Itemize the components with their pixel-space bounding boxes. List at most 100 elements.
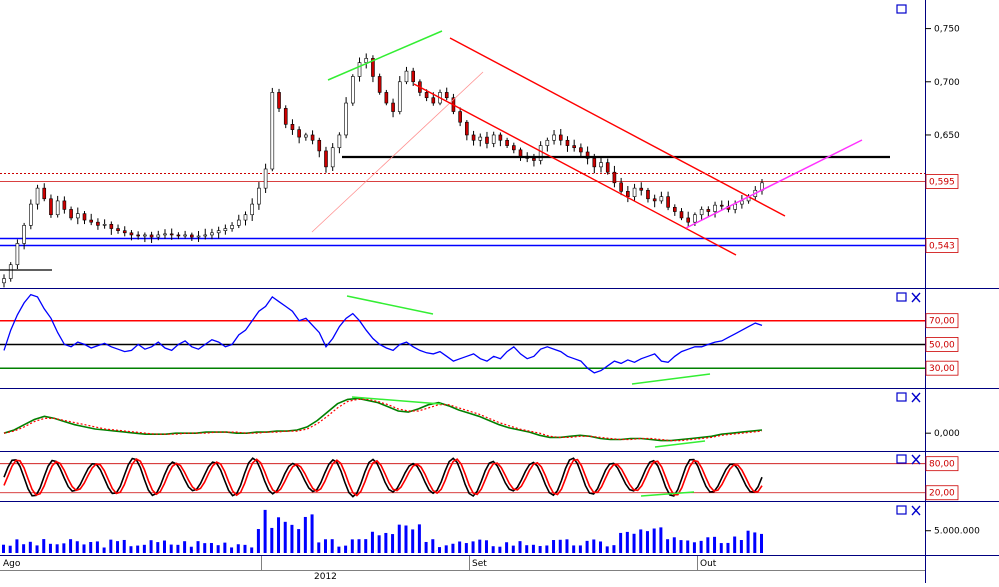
candle-body-72 <box>485 136 489 144</box>
candle-body-29 <box>196 235 201 238</box>
volume-bar-109 <box>733 536 737 553</box>
volume-bar-16 <box>109 539 113 553</box>
volume-bar-110 <box>739 540 743 553</box>
channel-upper <box>449 37 786 217</box>
volume-bar-82 <box>552 540 556 553</box>
maximize-icon[interactable] <box>896 505 907 515</box>
rsi-level-box-0 <box>925 313 959 329</box>
x-label-out: Out <box>700 559 717 569</box>
volume-bar-58 <box>391 534 395 553</box>
candle-body-24 <box>163 233 167 236</box>
volume-bar-10 <box>69 539 73 553</box>
candle-body-71 <box>478 136 483 141</box>
macd-tick-label-0: 0,000 <box>934 429 960 439</box>
volume-bar-77 <box>518 541 522 553</box>
candle-body-11 <box>75 213 80 219</box>
price-marker-label-1: 0,543 <box>929 242 955 252</box>
price-tick-label-1: 0,700 <box>934 78 960 88</box>
volume-bar-56 <box>377 535 381 553</box>
candle-body-76 <box>512 145 516 151</box>
volume-bar-85 <box>572 545 576 553</box>
candle-body-91 <box>612 171 617 184</box>
volume-bar-99 <box>666 539 670 553</box>
volume-bar-83 <box>558 539 562 553</box>
volume-bar-65 <box>438 547 442 553</box>
maximize-icon[interactable] <box>896 454 907 464</box>
candle-body-68 <box>458 111 462 123</box>
candle-body-48 <box>324 150 328 168</box>
close-icon[interactable] <box>911 392 921 403</box>
volume-bar-3 <box>22 544 26 553</box>
volume-bar-80 <box>538 546 542 553</box>
maximize-icon[interactable] <box>896 392 907 402</box>
volume-bar-48 <box>323 539 327 553</box>
candle-body-36 <box>243 214 248 221</box>
volume-bar-7 <box>48 543 52 553</box>
volume-bar-107 <box>719 543 723 553</box>
volume-bar-6 <box>42 539 46 553</box>
volume-bar-71 <box>478 539 482 553</box>
candle-body-3 <box>22 225 26 244</box>
price-tick-label-2: 0,650 <box>934 131 960 141</box>
rsi-level-box-1 <box>925 337 959 352</box>
macd-divergence-bottom <box>654 440 706 448</box>
maximize-icon[interactable] <box>896 292 907 302</box>
volume-bar-12 <box>82 544 86 553</box>
candle-body-5 <box>35 187 40 205</box>
rsi-level-box-2 <box>925 360 959 376</box>
volume-tick-label-0: 5.000.000 <box>934 527 980 537</box>
volume-bar-97 <box>652 528 656 553</box>
candle-body-20 <box>136 234 140 237</box>
close-icon[interactable] <box>911 505 921 516</box>
candle-body-102 <box>686 217 691 223</box>
candle-body-77 <box>518 149 523 157</box>
candle-body-82 <box>552 134 556 141</box>
candle-body-12 <box>82 213 87 221</box>
candle-body-87 <box>585 151 590 159</box>
volume-bar-37 <box>250 547 254 553</box>
volume-bar-47 <box>317 542 321 553</box>
price-marker-1: 0,543 <box>925 238 959 253</box>
candle-body-18 <box>122 230 127 234</box>
close-icon[interactable] <box>911 454 921 465</box>
rising-trendline <box>311 71 484 233</box>
candle-body-106 <box>713 204 717 212</box>
volume-bar-64 <box>431 539 435 553</box>
candle-body-2 <box>15 243 20 266</box>
candle-body-94 <box>632 187 637 197</box>
candle-body-101 <box>679 211 684 219</box>
volume-bar-55 <box>370 531 374 553</box>
candle-body-52 <box>351 76 355 104</box>
maximize-icon[interactable] <box>896 4 907 14</box>
candle-body-27 <box>183 234 187 237</box>
x-label-year: 2012 <box>314 572 337 582</box>
volume-bar-96 <box>645 531 649 553</box>
candle-body-28 <box>190 234 194 238</box>
volume-bar-43 <box>290 524 294 553</box>
volume-bar-73 <box>491 546 495 553</box>
candle-body-13 <box>89 219 94 223</box>
candle-body-53 <box>357 62 362 77</box>
candle-body-41 <box>277 92 281 109</box>
candle-body-43 <box>290 124 295 130</box>
volume-bar-20 <box>136 545 140 553</box>
volume-bar-90 <box>605 546 609 553</box>
volume-bar-88 <box>592 539 596 553</box>
rsi-line <box>3 293 763 374</box>
candle-body-54 <box>364 58 369 63</box>
close-icon[interactable] <box>911 292 921 303</box>
volume-bar-105 <box>706 537 710 553</box>
candle-body-47 <box>317 139 322 152</box>
volume-bar-44 <box>297 529 301 553</box>
price-marker-0: 0,595 <box>925 174 959 189</box>
volume-bar-8 <box>55 544 59 553</box>
volume-bar-61 <box>411 529 415 553</box>
volume-bar-14 <box>95 541 99 553</box>
volume-bar-54 <box>364 539 368 553</box>
candle-body-14 <box>96 221 100 226</box>
price-tick-label-0: 0,750 <box>934 25 960 35</box>
volume-bar-100 <box>672 537 676 553</box>
volume-bar-92 <box>619 532 623 553</box>
